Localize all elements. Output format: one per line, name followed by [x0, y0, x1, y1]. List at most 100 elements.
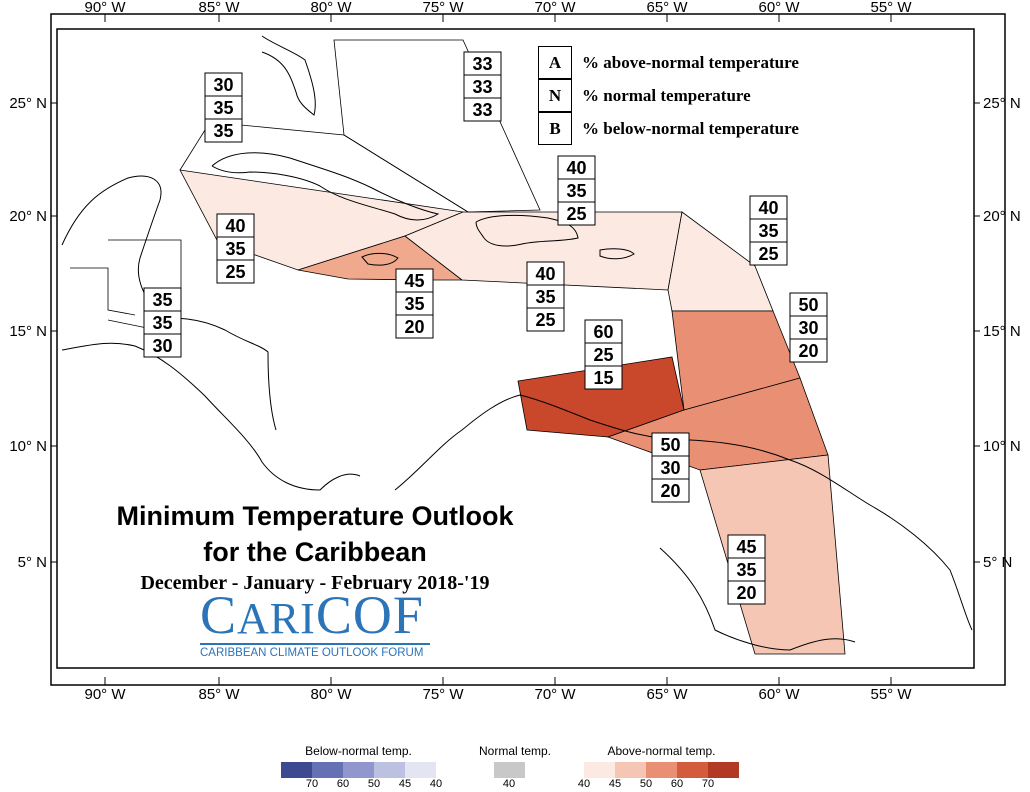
lat-right-label: 5° N — [983, 554, 1012, 571]
above-scale-tick: 50 — [639, 778, 653, 790]
below-scale-tick: 50 — [367, 778, 381, 790]
caricof-tagline: CARIBBEAN CLIMATE OUTLOOK FORUM — [200, 647, 424, 659]
prob-value-a: 50 — [798, 295, 818, 315]
logo-rule — [200, 643, 430, 645]
outlook-period: December - January - February 2018-'19 — [140, 572, 490, 594]
above-normal-scale-title: Above-normal temp. — [607, 744, 716, 758]
tick-marks — [51, 14, 980, 685]
prob-value-b: 30 — [152, 336, 172, 356]
prob-cell-b — [727, 580, 766, 605]
caricof-wordmark: CARICOF — [200, 585, 424, 645]
zone-cuba-north-outline — [179, 121, 469, 213]
lon-top-label: 85° W — [198, 0, 240, 16]
zone-bahamas-polygon — [333, 39, 541, 213]
lon-top-label: 55° W — [870, 0, 912, 16]
lon-top-label: 65° W — [646, 0, 688, 16]
prob-value-a: 40 — [225, 216, 245, 236]
lon-top-label: 75° W — [422, 0, 464, 16]
zone-guianas-polygon — [699, 454, 846, 655]
prob-value-b: 33 — [472, 100, 492, 120]
above-normal-scale-bar — [584, 762, 739, 778]
prob-cell-b — [651, 478, 690, 503]
prob-value-a: 40 — [758, 198, 778, 218]
zone-jamaica-box: 45 35 20 — [395, 268, 434, 339]
prob-value-b: 25 — [758, 244, 778, 264]
prob-cell-b — [789, 338, 828, 363]
below-scale-tick: 70 — [305, 778, 319, 790]
prob-value-n: 35 — [566, 181, 586, 201]
zone-cuba-south-box: 40 35 25 — [216, 213, 255, 284]
zone-leeward-islands-box: 40 35 25 — [749, 195, 788, 266]
lon-bottom-label: 80° W — [310, 686, 352, 703]
prob-value-a: 33 — [472, 54, 492, 74]
venezuela-coast — [659, 547, 856, 651]
prob-value-a: 45 — [736, 537, 756, 557]
prob-value-a: 30 — [213, 75, 233, 95]
prob-value-n: 30 — [660, 458, 680, 478]
prob-value-n: 33 — [472, 77, 492, 97]
hispaniola-coast — [475, 214, 579, 247]
above-scale-tick: 60 — [670, 778, 684, 790]
legend-key-n: N — [538, 79, 572, 112]
below-scale-tick: 40 — [429, 778, 443, 790]
lat-right-label: 25° N — [983, 95, 1021, 112]
below-scale-cell — [405, 762, 436, 778]
latitude-labels: 25° N 20° N 15° N 10° N 5° N 25° N 20° N… — [9, 95, 1020, 571]
prob-value-a: 40 — [566, 158, 586, 178]
prob-value-a: 35 — [152, 290, 172, 310]
above-normal-scale-ticks: 40 45 50 60 70 — [578, 778, 739, 792]
prob-value-n: 25 — [593, 345, 613, 365]
lon-top-label: 80° W — [310, 0, 352, 16]
lon-bottom-label: 55° W — [870, 686, 912, 703]
honduras-coast — [147, 317, 277, 431]
legend-key-a: A — [538, 46, 572, 79]
above-scale-cell — [646, 762, 677, 778]
zone-windward-islands-box: 50 30 20 — [789, 292, 828, 363]
zone-belize-outline-2 — [70, 267, 136, 316]
normal-scale-tick: 40 — [502, 778, 516, 790]
lat-left-label: 25° N — [9, 95, 47, 112]
prob-cell-b — [584, 365, 623, 390]
normal-scale-ticks: 40 — [494, 778, 551, 792]
prob-value-n: 35 — [736, 560, 756, 580]
below-scale-cell — [281, 762, 312, 778]
zone-hispaniola-south-box: 40 35 25 — [526, 261, 565, 332]
legend-key-b: B — [538, 112, 572, 145]
prob-value-b: 25 — [535, 310, 555, 330]
lon-bottom-label: 85° W — [198, 686, 240, 703]
central-america-coast — [61, 342, 361, 491]
colombia-coast — [394, 394, 973, 631]
prob-value-n: 35 — [758, 221, 778, 241]
above-scale-tick: 40 — [577, 778, 591, 790]
zone-guianas-box: 45 35 20 — [727, 534, 766, 605]
above-scale-cell — [615, 762, 646, 778]
lat-left-label: 20° N — [9, 208, 47, 225]
lon-bottom-label: 90° W — [84, 686, 126, 703]
lat-right-label: 20° N — [983, 208, 1021, 225]
prob-value-a: 40 — [535, 264, 555, 284]
map-frame-outer — [50, 13, 1006, 686]
normal-scale-title: Normal temp. — [479, 744, 552, 758]
prob-value-n: 35 — [535, 287, 555, 307]
prob-value-b: 20 — [736, 583, 756, 603]
abn-legend: A % above-normal temperature N % normal … — [538, 46, 799, 145]
prob-value-b: 35 — [213, 121, 233, 141]
above-scale-cell — [708, 762, 739, 778]
below-scale-cell — [312, 762, 343, 778]
above-scale-cell — [677, 762, 708, 778]
lon-bottom-label: 65° W — [646, 686, 688, 703]
zone-hispaniola-north-box: 40 35 25 — [557, 155, 596, 226]
normal-scale: Normal temp. 40 — [479, 744, 551, 792]
prob-cell-b — [395, 314, 434, 339]
prob-value-b: 25 — [225, 262, 245, 282]
prob-value-b: 20 — [660, 481, 680, 501]
above-scale-cell — [584, 762, 615, 778]
below-scale-cell — [374, 762, 405, 778]
prob-cell-b — [143, 333, 182, 358]
lat-right-label: 15° N — [983, 323, 1021, 340]
zone-belize-box: 35 35 30 — [143, 287, 182, 358]
below-normal-scale-ticks: 70 60 50 45 40 — [281, 778, 442, 792]
outlook-title-line2: for the Caribbean — [203, 537, 427, 567]
cuba-coast — [211, 152, 440, 221]
